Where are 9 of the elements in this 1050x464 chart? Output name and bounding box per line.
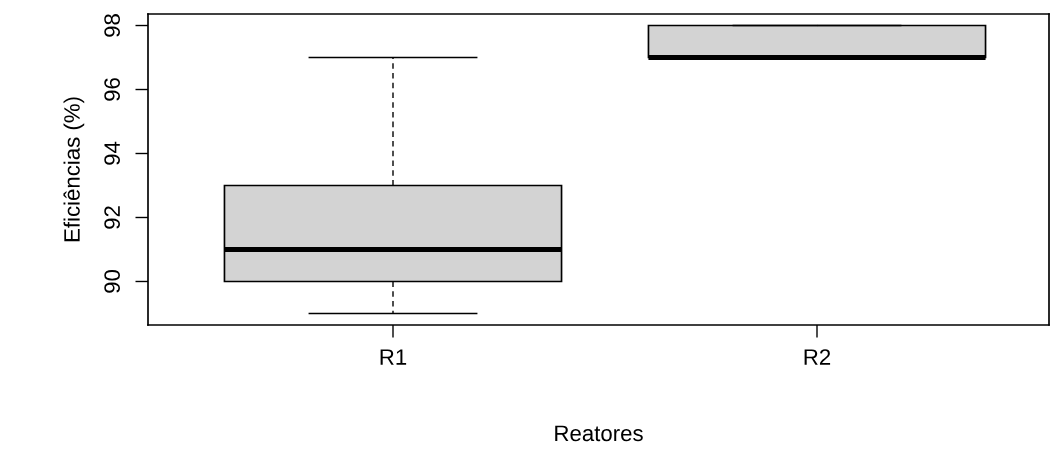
- y-tick-label: 96: [104, 78, 120, 101]
- x-tick-label: R1: [380, 349, 407, 365]
- x-axis-title: Reatores: [555, 425, 643, 442]
- y-tick-label: 94: [104, 141, 120, 165]
- y-tick-label: 98: [104, 14, 120, 37]
- y-tick-label: 90: [104, 269, 120, 293]
- y-tick-label: 92: [104, 206, 120, 229]
- y-axis-title: Eficiências (%): [63, 97, 85, 242]
- x-tick-label: R2: [804, 349, 831, 365]
